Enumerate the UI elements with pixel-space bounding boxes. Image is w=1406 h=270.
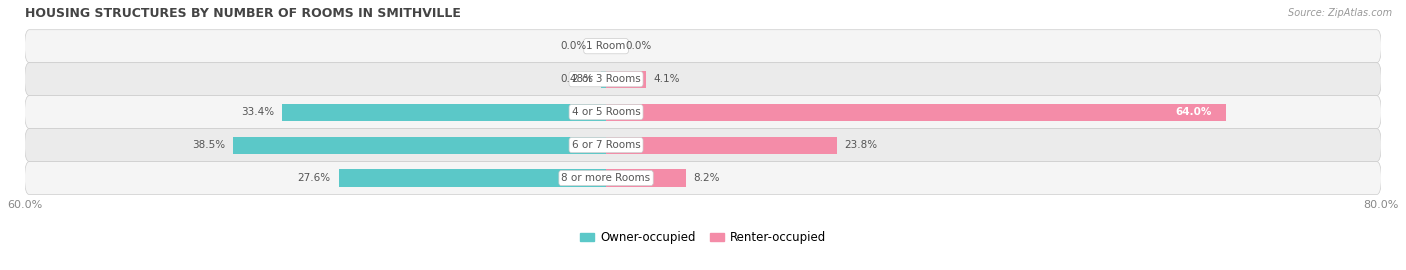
FancyBboxPatch shape — [24, 96, 1381, 129]
FancyBboxPatch shape — [24, 63, 1381, 96]
Text: 0.48%: 0.48% — [561, 74, 593, 84]
Text: 27.6%: 27.6% — [298, 173, 330, 183]
Text: 1 Room: 1 Room — [586, 41, 626, 51]
Bar — [339, 170, 606, 187]
Text: 8.2%: 8.2% — [693, 173, 720, 183]
Bar — [602, 70, 606, 88]
FancyBboxPatch shape — [24, 161, 1381, 195]
Text: 0.0%: 0.0% — [626, 41, 652, 51]
Bar — [606, 170, 686, 187]
Text: 4.1%: 4.1% — [654, 74, 681, 84]
Text: 6 or 7 Rooms: 6 or 7 Rooms — [572, 140, 640, 150]
Text: 38.5%: 38.5% — [193, 140, 225, 150]
Text: 33.4%: 33.4% — [242, 107, 274, 117]
Text: 2 or 3 Rooms: 2 or 3 Rooms — [572, 74, 640, 84]
Text: 8 or more Rooms: 8 or more Rooms — [561, 173, 651, 183]
Text: 0.0%: 0.0% — [561, 41, 586, 51]
Legend: Owner-occupied, Renter-occupied: Owner-occupied, Renter-occupied — [575, 227, 831, 249]
FancyBboxPatch shape — [24, 30, 1381, 63]
Bar — [606, 70, 645, 88]
FancyBboxPatch shape — [24, 129, 1381, 161]
Bar — [283, 104, 606, 121]
Text: 64.0%: 64.0% — [1175, 107, 1212, 117]
Bar — [606, 104, 1226, 121]
Text: Source: ZipAtlas.com: Source: ZipAtlas.com — [1288, 8, 1392, 18]
Text: HOUSING STRUCTURES BY NUMBER OF ROOMS IN SMITHVILLE: HOUSING STRUCTURES BY NUMBER OF ROOMS IN… — [24, 7, 460, 20]
Text: 4 or 5 Rooms: 4 or 5 Rooms — [572, 107, 640, 117]
Bar — [233, 137, 606, 154]
Text: 23.8%: 23.8% — [845, 140, 877, 150]
Bar — [606, 137, 837, 154]
